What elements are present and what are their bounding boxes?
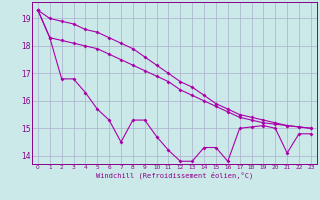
X-axis label: Windchill (Refroidissement éolien,°C): Windchill (Refroidissement éolien,°C) [96,172,253,179]
